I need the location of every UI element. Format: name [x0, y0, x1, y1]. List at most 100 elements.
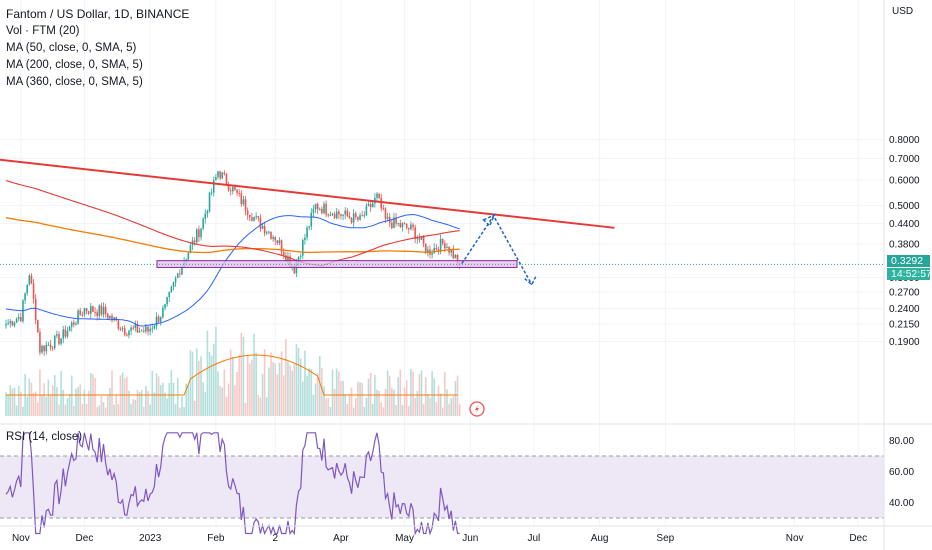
volume-bar — [270, 352, 272, 416]
candle — [446, 243, 448, 249]
candle — [196, 227, 198, 245]
volume-bar — [363, 406, 366, 416]
candle — [249, 214, 251, 222]
candle — [68, 325, 71, 332]
candle — [30, 273, 33, 285]
volume-bar — [314, 383, 317, 416]
volume-bar — [285, 338, 287, 416]
volume-bar — [331, 369, 334, 416]
candle — [346, 208, 349, 218]
resistance-line[interactable] — [0, 157, 615, 229]
volume-bar — [119, 375, 122, 416]
candle — [176, 272, 179, 279]
volume-bar — [115, 394, 118, 416]
volume-bar — [20, 391, 22, 416]
candles — [5, 170, 461, 356]
volume-bar — [393, 389, 395, 416]
rsi-tick-label: 40.00 — [889, 498, 914, 509]
volume-bar — [282, 375, 285, 416]
candle — [24, 292, 26, 304]
volume-bar — [32, 392, 35, 416]
volume-bar — [261, 374, 264, 416]
volume-bar — [278, 362, 281, 416]
candle — [219, 170, 221, 181]
candle — [259, 213, 262, 232]
candle — [441, 238, 444, 246]
candle — [174, 276, 177, 287]
volume-bar — [193, 400, 196, 416]
x-tick-label: Apr — [333, 533, 349, 544]
candle — [401, 222, 404, 232]
candle — [221, 171, 224, 180]
volume-bar — [128, 390, 130, 416]
projection-path[interactable] — [461, 214, 533, 285]
candle — [104, 303, 107, 318]
candle — [242, 195, 245, 207]
candle — [393, 212, 395, 229]
volume-bar — [325, 398, 327, 416]
candle — [412, 222, 414, 231]
volume-bar — [263, 349, 266, 416]
volume-bar — [102, 402, 105, 416]
candle — [435, 244, 438, 251]
volume-bar — [456, 375, 459, 416]
candle — [26, 284, 28, 296]
volume-bar — [306, 375, 308, 416]
candle — [223, 170, 226, 176]
candle — [17, 313, 20, 322]
volume-bar — [376, 389, 378, 416]
volume-bar — [454, 380, 457, 416]
volume-bar — [352, 407, 355, 416]
candle — [306, 225, 308, 241]
volume-bar — [221, 387, 224, 416]
candle — [395, 212, 397, 227]
candle — [386, 213, 389, 222]
volume-bar — [111, 370, 113, 416]
candle — [410, 221, 412, 231]
candle — [253, 216, 255, 222]
volume-bar — [109, 388, 111, 416]
volume-bar — [257, 394, 260, 416]
candle — [90, 303, 92, 319]
volume-bar — [297, 347, 300, 416]
legend-ma50: MA (50, close, 0, SMA, 5) — [6, 42, 137, 54]
rsi-tick-label: 60.00 — [889, 467, 914, 478]
volume-bar — [5, 392, 7, 416]
candle — [350, 217, 353, 225]
candle — [450, 249, 452, 257]
candle — [448, 246, 450, 256]
candle — [64, 325, 67, 339]
volume-bar — [47, 379, 50, 416]
candle — [265, 230, 268, 235]
volume-bar — [276, 374, 279, 416]
volume-bar — [408, 406, 410, 416]
y-tick-label: 0.2700 — [889, 288, 920, 299]
candle — [208, 191, 211, 213]
volume-bar — [200, 356, 202, 416]
x-tick-label: Aug — [591, 533, 609, 544]
candle — [244, 195, 247, 216]
candle — [143, 327, 145, 333]
chart-legend: Fantom / US Dollar, 1D, BINANCE Vol · FT… — [6, 6, 189, 91]
symbol-title: Fantom / US Dollar, 1D, BINANCE — [6, 7, 190, 21]
volume-bar — [312, 394, 315, 416]
candle — [236, 189, 238, 197]
candle — [130, 325, 132, 336]
volume-bar — [172, 382, 175, 416]
volume-bar — [56, 386, 58, 416]
candle — [333, 211, 336, 219]
volume-bar — [359, 382, 361, 416]
volume-bar — [117, 403, 120, 416]
candle — [399, 219, 402, 228]
volume-bar — [251, 359, 253, 416]
volume-bar — [187, 384, 190, 416]
volume-bar — [365, 397, 368, 416]
volume-bar — [162, 382, 164, 416]
lightning-icon[interactable] — [469, 401, 485, 417]
volume-bar — [348, 393, 351, 416]
candle — [454, 254, 457, 259]
candle — [166, 296, 168, 307]
candle — [312, 205, 315, 218]
rsi-label: RSI (14, close) — [6, 431, 83, 443]
